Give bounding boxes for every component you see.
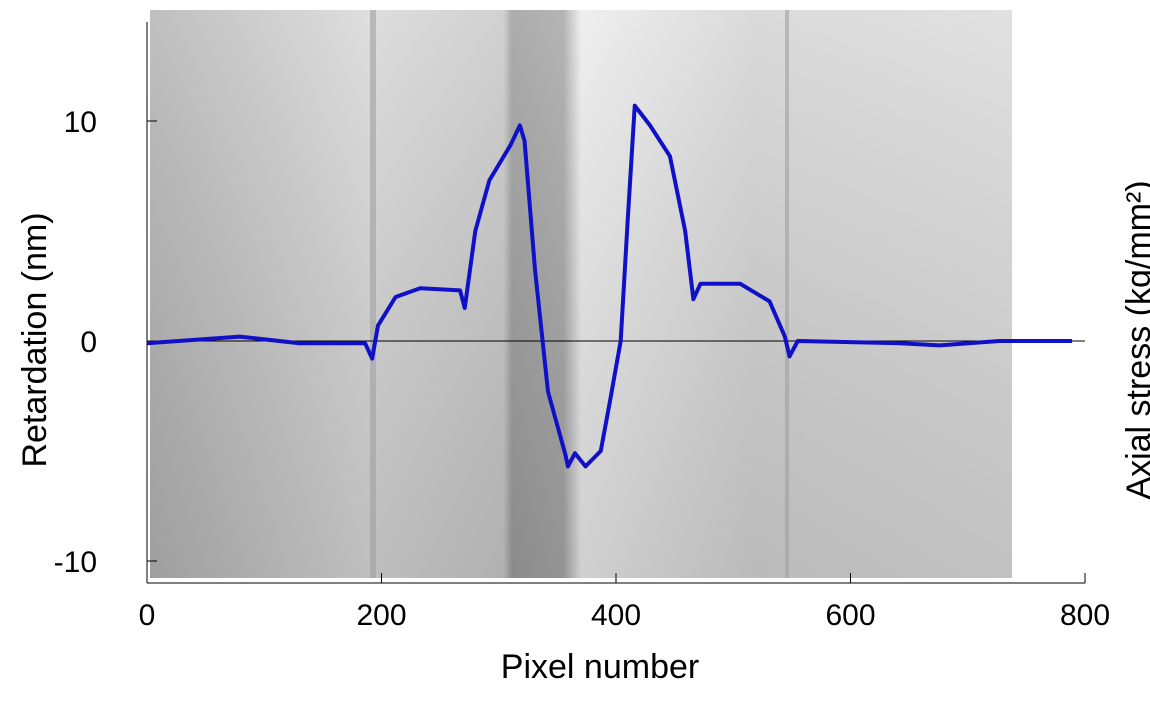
x-tick-label: 200 — [356, 599, 406, 632]
background-band — [370, 10, 376, 578]
background-band — [785, 10, 789, 578]
y-axis-label: Retardation (nm) — [16, 212, 54, 467]
background-shade — [150, 10, 1012, 578]
y-tick-label: 10 — [64, 106, 97, 139]
x-tick-label: 400 — [591, 599, 641, 632]
x-axis-label: Pixel number — [501, 648, 699, 686]
data-line — [146, 103, 1073, 469]
y-tick-label: 0 — [80, 326, 97, 359]
y-tick-label: -10 — [54, 546, 97, 579]
x-tick-label: 0 — [139, 599, 156, 632]
y2-axis-label: Axial stress (kg/mm²) — [1120, 180, 1150, 499]
x-tick-label: 600 — [825, 599, 875, 632]
x-tick-label: 800 — [1060, 599, 1110, 632]
